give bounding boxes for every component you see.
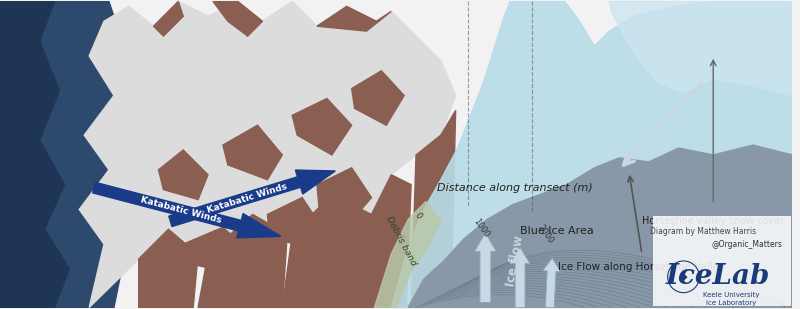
Polygon shape xyxy=(292,99,352,155)
Text: Horseshoe valley snow cover: Horseshoe valley snow cover xyxy=(642,216,784,226)
Polygon shape xyxy=(610,2,793,95)
Polygon shape xyxy=(198,214,287,307)
Polygon shape xyxy=(366,175,411,307)
FancyArrow shape xyxy=(169,170,335,226)
Text: Blue Ice Area: Blue Ice Area xyxy=(520,226,594,236)
Text: Diagram by Matthew Harris: Diagram by Matthew Harris xyxy=(650,227,756,236)
Text: IceLab: IceLab xyxy=(666,263,770,290)
Text: @Organic_Matters: @Organic_Matters xyxy=(711,239,782,249)
Polygon shape xyxy=(223,125,282,180)
Polygon shape xyxy=(158,150,208,200)
Text: Katabatic Winds: Katabatic Winds xyxy=(139,195,222,225)
Text: Debris band: Debris band xyxy=(384,215,418,267)
Polygon shape xyxy=(408,145,793,307)
Polygon shape xyxy=(213,2,262,36)
Text: Distance along transect (m): Distance along transect (m) xyxy=(438,183,593,193)
Polygon shape xyxy=(374,201,441,307)
Polygon shape xyxy=(282,195,371,307)
FancyArrow shape xyxy=(542,258,561,308)
FancyArrow shape xyxy=(474,233,496,303)
FancyArrow shape xyxy=(93,182,281,238)
Text: Keele University
Ice Laboratory: Keele University Ice Laboratory xyxy=(703,292,759,306)
Text: 2000: 2000 xyxy=(536,223,555,246)
Polygon shape xyxy=(138,229,198,307)
FancyBboxPatch shape xyxy=(653,216,791,306)
Polygon shape xyxy=(317,6,391,31)
Text: 0: 0 xyxy=(413,211,423,221)
Polygon shape xyxy=(183,227,253,274)
Text: 1000: 1000 xyxy=(471,217,491,240)
Text: Ice flow: Ice flow xyxy=(504,235,526,287)
Polygon shape xyxy=(352,71,404,125)
Text: Ice Flow along Horseshoe Valley: Ice Flow along Horseshoe Valley xyxy=(558,262,726,272)
Polygon shape xyxy=(317,168,371,217)
Polygon shape xyxy=(0,2,129,307)
Text: Katabatic Winds: Katabatic Winds xyxy=(206,181,288,214)
Polygon shape xyxy=(154,2,183,36)
Polygon shape xyxy=(79,2,456,307)
Polygon shape xyxy=(0,2,70,307)
Text: ◆: ◆ xyxy=(679,272,688,282)
Polygon shape xyxy=(391,2,793,307)
Polygon shape xyxy=(411,110,456,307)
Polygon shape xyxy=(267,197,322,247)
FancyArrow shape xyxy=(510,248,530,307)
